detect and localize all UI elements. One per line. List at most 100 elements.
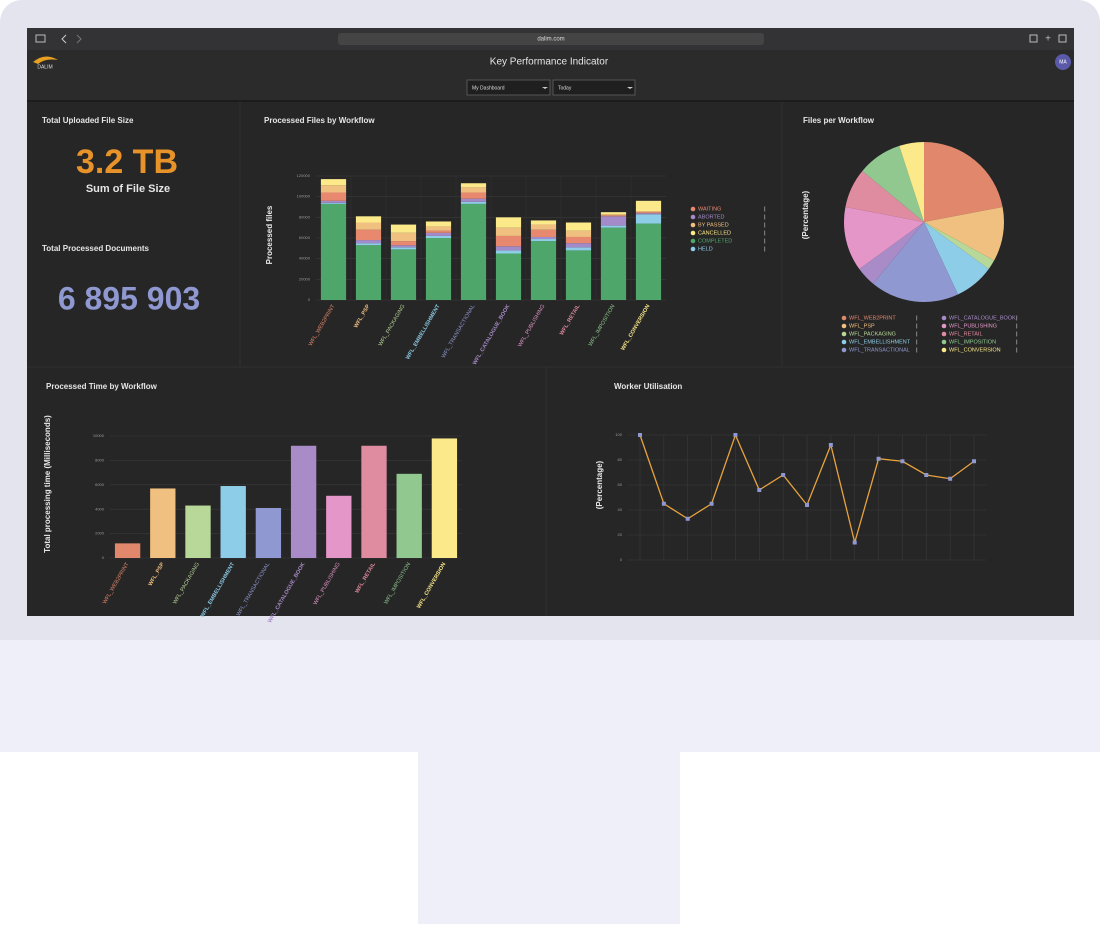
point [757, 488, 762, 492]
legend-toggle [764, 238, 766, 244]
bar [150, 488, 176, 558]
bar-segment [530, 229, 557, 237]
address-bar[interactable] [338, 33, 764, 45]
bar-segment [635, 223, 662, 300]
legend-label: WAITING [698, 206, 721, 212]
chart-title: Processed Files by Workflow [264, 116, 375, 125]
legend-label: CANCELLED [698, 230, 731, 236]
legend-marker [690, 214, 696, 220]
bar-segment [600, 212, 627, 215]
chart-title: Files per Workflow [803, 116, 875, 125]
chart-title: Processed Time by Workflow [46, 382, 158, 391]
bar-segment [495, 250, 522, 254]
bar-segment [390, 249, 417, 300]
point [805, 503, 809, 507]
legend-label: WFL_PACKAGING [849, 331, 896, 337]
legend-marker [690, 238, 696, 244]
pie-slice [924, 142, 1003, 222]
bar-segment [495, 246, 522, 251]
logo-mark [33, 56, 58, 64]
bar-segment [635, 212, 662, 214]
tabs-button[interactable] [1058, 34, 1067, 43]
y-tick-label: 80000 [299, 214, 311, 219]
share-button[interactable] [1029, 34, 1038, 43]
legend-marker [841, 315, 847, 321]
dropdown-arrow [542, 87, 548, 89]
bar-segment [355, 243, 382, 246]
dashboard-select[interactable] [466, 79, 551, 96]
y-axis-label: Processed files [265, 205, 274, 264]
period-select[interactable] [552, 79, 636, 96]
legend-toggle [764, 222, 766, 228]
y-tick-label: 40 [618, 507, 623, 512]
bar [431, 438, 458, 558]
legend-label: WFL_CATALOGUE_BOOK [949, 315, 1016, 321]
bar-segment [635, 211, 662, 213]
legend-toggle [764, 230, 766, 236]
bar-segment [530, 239, 557, 242]
legend-toggle [764, 214, 766, 220]
y-axis-label: (Percentage) [595, 460, 604, 509]
point [828, 443, 833, 447]
bar [255, 507, 282, 558]
bar-segment [530, 236, 557, 240]
legend-toggle [1016, 315, 1018, 321]
y-tick-label: 10000 [93, 433, 105, 438]
legend-marker [690, 246, 696, 252]
page-title: Key Performance Indicator [490, 57, 609, 68]
pie-slice [859, 222, 924, 284]
legend-marker [690, 230, 696, 236]
bar-segment [565, 236, 592, 244]
bar-segment [355, 240, 382, 244]
y-tick-label: 8000 [95, 457, 105, 462]
bar-segment [565, 247, 592, 251]
bar-segment [320, 203, 347, 300]
bar [114, 543, 141, 558]
point [852, 540, 857, 545]
legend-marker [941, 347, 947, 353]
period-select-label: Today [558, 85, 572, 91]
bar-segment [565, 250, 592, 300]
bar-segment [355, 245, 382, 300]
y-tick-label: 20 [618, 532, 623, 537]
point [972, 459, 976, 464]
bar-segment [460, 192, 487, 199]
legend-marker [941, 339, 947, 345]
bar-segment [390, 232, 417, 242]
pie-slice [843, 207, 924, 270]
pie-slice [845, 171, 924, 222]
legend-label: WFL_WEB2PRINT [849, 315, 896, 321]
bar-segment [460, 183, 487, 188]
legend-toggle [1016, 347, 1018, 353]
y-axis-label: (Percentage) [801, 190, 810, 239]
legend-toggle [916, 347, 918, 353]
bar-segment [460, 201, 487, 204]
bar-segment [355, 222, 382, 230]
dashboard-select-label: My Dashboard [472, 85, 505, 91]
legend-label: WFL_TRANSACTIONAL [849, 347, 910, 353]
url: dalim.com [537, 37, 564, 43]
legend-label: BY PASSED [698, 222, 729, 228]
y-tick-label: 120000 [297, 173, 311, 178]
bar-segment [530, 224, 557, 230]
point [900, 459, 905, 464]
new-tab-button[interactable]: + [1045, 34, 1051, 45]
bar-segment [425, 230, 452, 233]
kpi-title: Total Processed Documents [42, 244, 150, 253]
bar-segment [355, 229, 382, 241]
bar-segment [320, 185, 347, 193]
y-tick-label: 60 [618, 482, 623, 487]
monitor-stand [418, 740, 680, 924]
forward-button[interactable] [76, 34, 82, 44]
back-button[interactable] [61, 34, 67, 44]
bar [290, 445, 317, 558]
sidebar-button[interactable] [35, 34, 46, 43]
bar-segment [530, 220, 557, 225]
bar-segment [495, 217, 522, 228]
legend-toggle [764, 206, 766, 212]
bar-segment [565, 243, 592, 248]
avatar[interactable] [1055, 54, 1071, 70]
bar-segment [390, 241, 417, 246]
kpi-value: 3.2 TB [76, 143, 178, 181]
